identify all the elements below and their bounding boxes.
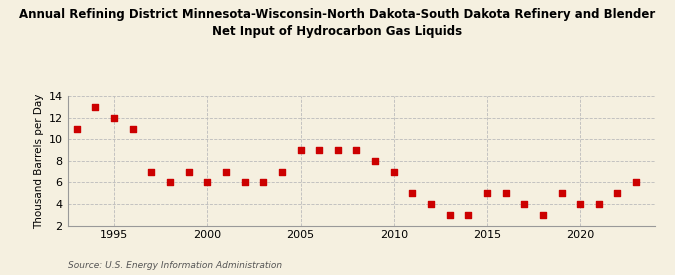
Point [444,213,455,217]
Point [202,180,213,185]
Point [519,202,530,206]
Point [258,180,269,185]
Point [314,148,325,152]
Point [221,169,232,174]
Point [556,191,567,196]
Point [575,202,586,206]
Point [295,148,306,152]
Point [500,191,511,196]
Point [407,191,418,196]
Text: Annual Refining District Minnesota-Wisconsin-North Dakota-South Dakota Refinery : Annual Refining District Minnesota-Wisco… [20,8,655,38]
Point [612,191,623,196]
Point [481,191,492,196]
Point [128,126,138,131]
Point [332,148,343,152]
Text: Source: U.S. Energy Information Administration: Source: U.S. Energy Information Administ… [68,260,281,270]
Point [90,105,101,109]
Point [72,126,82,131]
Point [277,169,288,174]
Point [370,159,381,163]
Point [109,116,119,120]
Point [593,202,604,206]
Point [165,180,176,185]
Point [184,169,194,174]
Point [388,169,399,174]
Point [537,213,548,217]
Point [351,148,362,152]
Point [426,202,437,206]
Point [239,180,250,185]
Point [146,169,157,174]
Point [630,180,641,185]
Point [463,213,474,217]
Y-axis label: Thousand Barrels per Day: Thousand Barrels per Day [34,93,45,229]
